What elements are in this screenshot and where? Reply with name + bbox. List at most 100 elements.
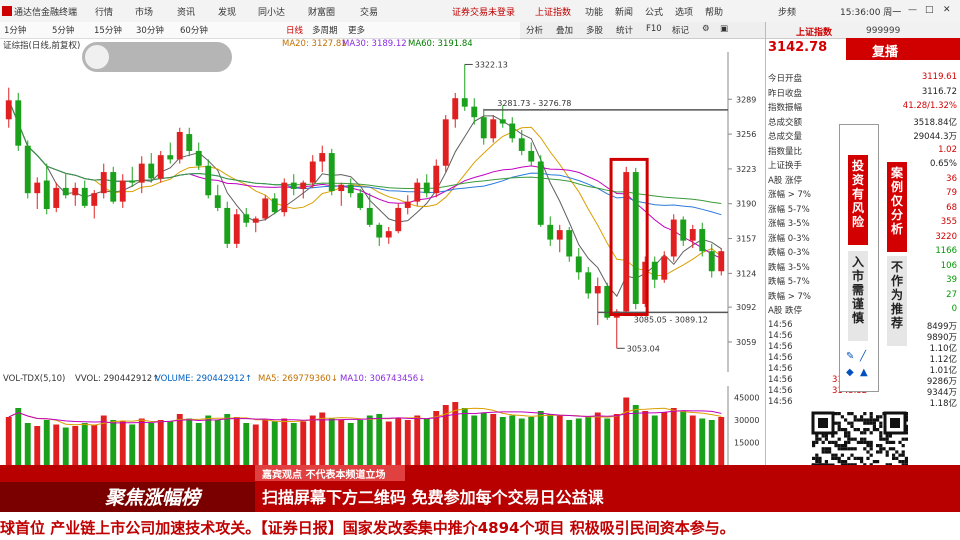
text-tool-icon[interactable]: ▲ [860, 367, 868, 378]
candlestick-chart[interactable]: 3289 3256 3223 3190 3157 3124 3092 3059 3322.13 3… [0, 52, 765, 372]
candle [24, 140, 31, 199]
volume-bar [651, 415, 658, 465]
period-15min[interactable]: 15分钟 [94, 26, 122, 36]
minimize-icon[interactable]: — [908, 5, 917, 15]
candle [404, 195, 411, 215]
tick-time: 14:56 [768, 364, 793, 374]
volume-bar [537, 411, 544, 465]
volume-bar [366, 415, 373, 465]
quote-row-value: 36 [946, 173, 957, 184]
volume-chart[interactable]: 45000 30000 15000 [0, 386, 765, 465]
replay-button[interactable]: 复播 [846, 38, 960, 60]
banner-disclaimer: 嘉宾观点 不代表本频道立场 [262, 470, 386, 481]
multi-stock-button[interactable]: 多股 [586, 26, 604, 36]
caution-note-panel: 入市需谨慎 [848, 251, 868, 341]
shape-tool-icon[interactable]: ◆ [846, 367, 854, 378]
candle [72, 182, 79, 206]
candle [43, 163, 50, 215]
menu-item-help[interactable]: 帮助 [705, 8, 724, 18]
clock-time: 15:36:00 周一 [840, 8, 902, 18]
maximize-icon[interactable]: □ [925, 5, 934, 15]
period-30min[interactable]: 30分钟 [136, 26, 164, 36]
period-multi[interactable]: 多周期 [312, 26, 338, 36]
analysis-button[interactable]: 分析 [526, 26, 544, 36]
tick-time: 14:56 [768, 386, 793, 396]
candle [243, 207, 250, 227]
volume-info-bar: VOL-TDX(5,10) VVOL: 290442912↑ VOLUME: 2… [0, 372, 765, 386]
candle [414, 178, 421, 206]
quote-row-value: 3518.84亿 [913, 117, 957, 128]
menu-item-newsfeed[interactable]: 新闻 [615, 8, 634, 18]
volume-bar [528, 417, 535, 465]
settings-icon[interactable]: ⚙ [702, 24, 710, 34]
ma30-value: MA30: 3189.12 [342, 39, 407, 49]
quote-row-label: 涨幅 5-7% [768, 204, 810, 215]
menu-item-news[interactable]: 资讯 [177, 8, 196, 18]
quote-row-value: 79 [946, 188, 957, 198]
period-60min[interactable]: 60分钟 [180, 26, 208, 36]
menu-item-options[interactable]: 选项 [675, 8, 694, 18]
pen-icon[interactable]: ✎ [846, 351, 855, 362]
quote-row: 涨幅 3-5% 355 [766, 217, 960, 229]
menu-item-formula[interactable]: 公式 [645, 8, 664, 18]
volume-bar [129, 424, 136, 465]
menu-item-discover[interactable]: 发现 [218, 8, 237, 18]
candle [148, 153, 155, 183]
quote-row-value: 68 [946, 202, 957, 213]
quote-row: 上证换手 0.65% [766, 159, 960, 171]
candle [271, 193, 278, 215]
quote-row-value: 355 [940, 217, 957, 227]
candle [214, 184, 221, 212]
menu-item-step[interactable]: 步频 [778, 8, 797, 18]
candle [309, 155, 316, 188]
volume-bar [176, 414, 183, 465]
menu-item-trade[interactable]: 交易 [360, 8, 379, 18]
menu-item-market[interactable]: 市场 [135, 8, 154, 18]
menu-item-function[interactable]: 功能 [585, 8, 604, 18]
candle [594, 277, 601, 326]
support-label: 3085.05 - 3089.12 [634, 315, 708, 324]
candle [224, 201, 231, 249]
volume-bar [395, 418, 402, 465]
login-notice[interactable]: 证券交易未登录 [452, 8, 516, 18]
mark-button[interactable]: 标记 [672, 26, 690, 36]
banner-logo-block [0, 482, 255, 512]
volume-bar [224, 414, 231, 465]
candle [110, 166, 117, 204]
volume-bar [376, 414, 383, 465]
volume-bar [252, 424, 259, 465]
quote-row: 涨幅 0-3% 3220 [766, 232, 960, 244]
period-5min[interactable]: 5分钟 [52, 26, 75, 36]
menu-item-tongxiaoda[interactable]: 同小达 [258, 8, 286, 18]
tick-row: 14:56 1.10亿 [766, 342, 960, 354]
candle [461, 64, 468, 111]
overlay-button[interactable]: 叠加 [556, 26, 574, 36]
menu-item-wealth[interactable]: 财富圈 [308, 8, 336, 18]
quote-row-label: 指数量比 [768, 146, 803, 157]
current-price: 3142.78 [768, 40, 828, 55]
not-recommend-panel: 不作为推荐 [887, 256, 907, 346]
more-button[interactable]: 更多 [348, 26, 366, 36]
volume-bar [632, 405, 639, 465]
quote-header: 上证指数 999999 [766, 22, 960, 39]
candle [471, 98, 478, 125]
tick-row: 14:56 8499万 [766, 320, 960, 332]
tick-row: 14:56 1.18亿 [766, 397, 960, 409]
volume-bar [499, 417, 506, 465]
candle [138, 156, 145, 194]
statistics-button[interactable]: 统计 [616, 26, 634, 36]
close-icon[interactable]: ✕ [943, 5, 951, 15]
volume-bar [110, 420, 117, 465]
candle [433, 159, 440, 198]
period-daily[interactable]: 日线 [286, 26, 304, 36]
f10-button[interactable]: F10 [646, 24, 662, 34]
volume-bar [680, 411, 687, 465]
quote-row-value: 106 [940, 260, 957, 271]
lock-icon[interactable]: ▣ [720, 24, 729, 34]
volume-bar [442, 405, 449, 465]
line-tool-icon[interactable]: ╱ [860, 351, 867, 362]
candle [176, 127, 183, 164]
period-1min[interactable]: 1分钟 [4, 26, 27, 36]
volume-bar [490, 414, 497, 465]
menu-item-quotes[interactable]: 行情 [95, 8, 114, 18]
